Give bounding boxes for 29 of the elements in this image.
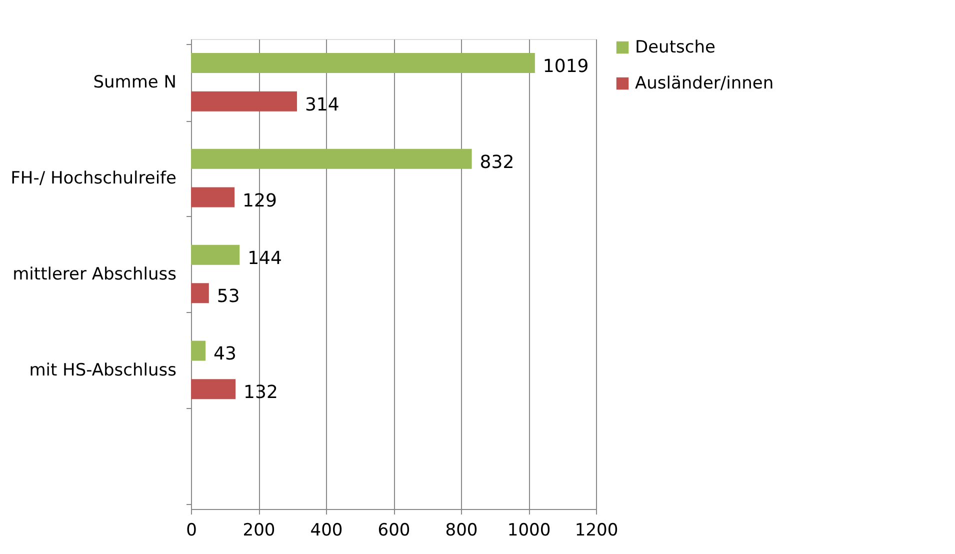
bar (191, 52, 535, 73)
data-label: 144 (248, 248, 282, 269)
bar (191, 244, 240, 265)
bar (191, 91, 297, 112)
x-tick-label: 1000 (507, 520, 551, 540)
x-tick-label: 800 (445, 520, 478, 540)
bar (191, 283, 209, 304)
y-tick-label: mit HS-Abschluss (29, 360, 177, 380)
y-tick-label: FH-/ Hochschulreife (10, 168, 176, 189)
data-label: 129 (242, 190, 277, 212)
legend-label: Ausländer/innen (635, 74, 774, 94)
x-tick-label: 1200 (574, 520, 618, 540)
y-tick-label: Summe N (93, 72, 176, 93)
data-label: 53 (216, 286, 240, 308)
legend-label: Deutsche (635, 38, 716, 58)
x-tick-label: 0 (186, 520, 197, 540)
x-tick-label: 400 (310, 520, 343, 540)
bar (191, 340, 206, 361)
y-tick-label: mittlerer Abschluss (12, 264, 177, 284)
data-label: 132 (244, 382, 278, 404)
x-tick-label: 200 (242, 520, 276, 540)
data-label: 43 (214, 344, 236, 365)
bar (191, 379, 236, 400)
data-label: 832 (480, 152, 514, 173)
data-label: 314 (304, 94, 340, 116)
bar (191, 187, 235, 208)
bar (191, 148, 472, 169)
x-tick-label: 600 (378, 520, 410, 540)
data-label: 1019 (542, 56, 589, 77)
